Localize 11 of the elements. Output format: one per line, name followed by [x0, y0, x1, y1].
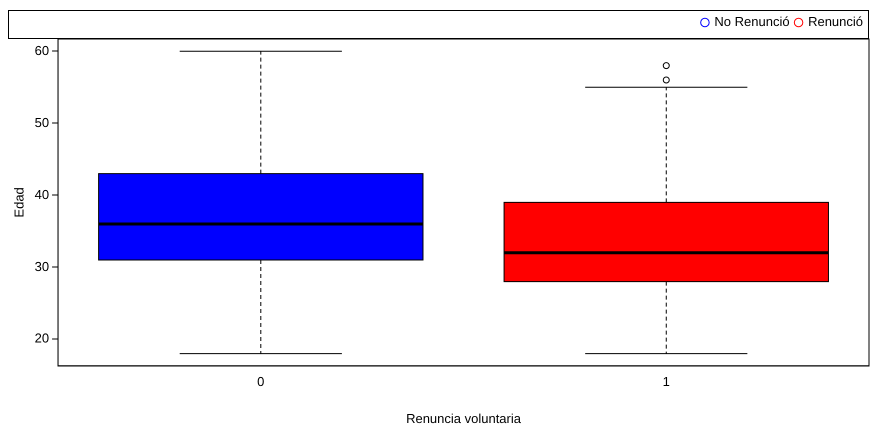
- y-tick-label: 60: [34, 42, 50, 58]
- x-axis-title: Renuncia voluntaria: [406, 410, 522, 426]
- y-tick-label: 40: [34, 186, 50, 202]
- legend-label: No Renunció: [714, 14, 790, 30]
- legend-label: Renunció: [808, 14, 864, 30]
- x-tick-label: 0: [257, 374, 264, 390]
- y-tick-label: 30: [34, 258, 50, 274]
- x-tick-label: 1: [662, 374, 670, 390]
- y-axis-title: Edad: [11, 187, 26, 218]
- y-tick-label: 20: [34, 330, 50, 346]
- y-tick-label: 50: [34, 114, 50, 130]
